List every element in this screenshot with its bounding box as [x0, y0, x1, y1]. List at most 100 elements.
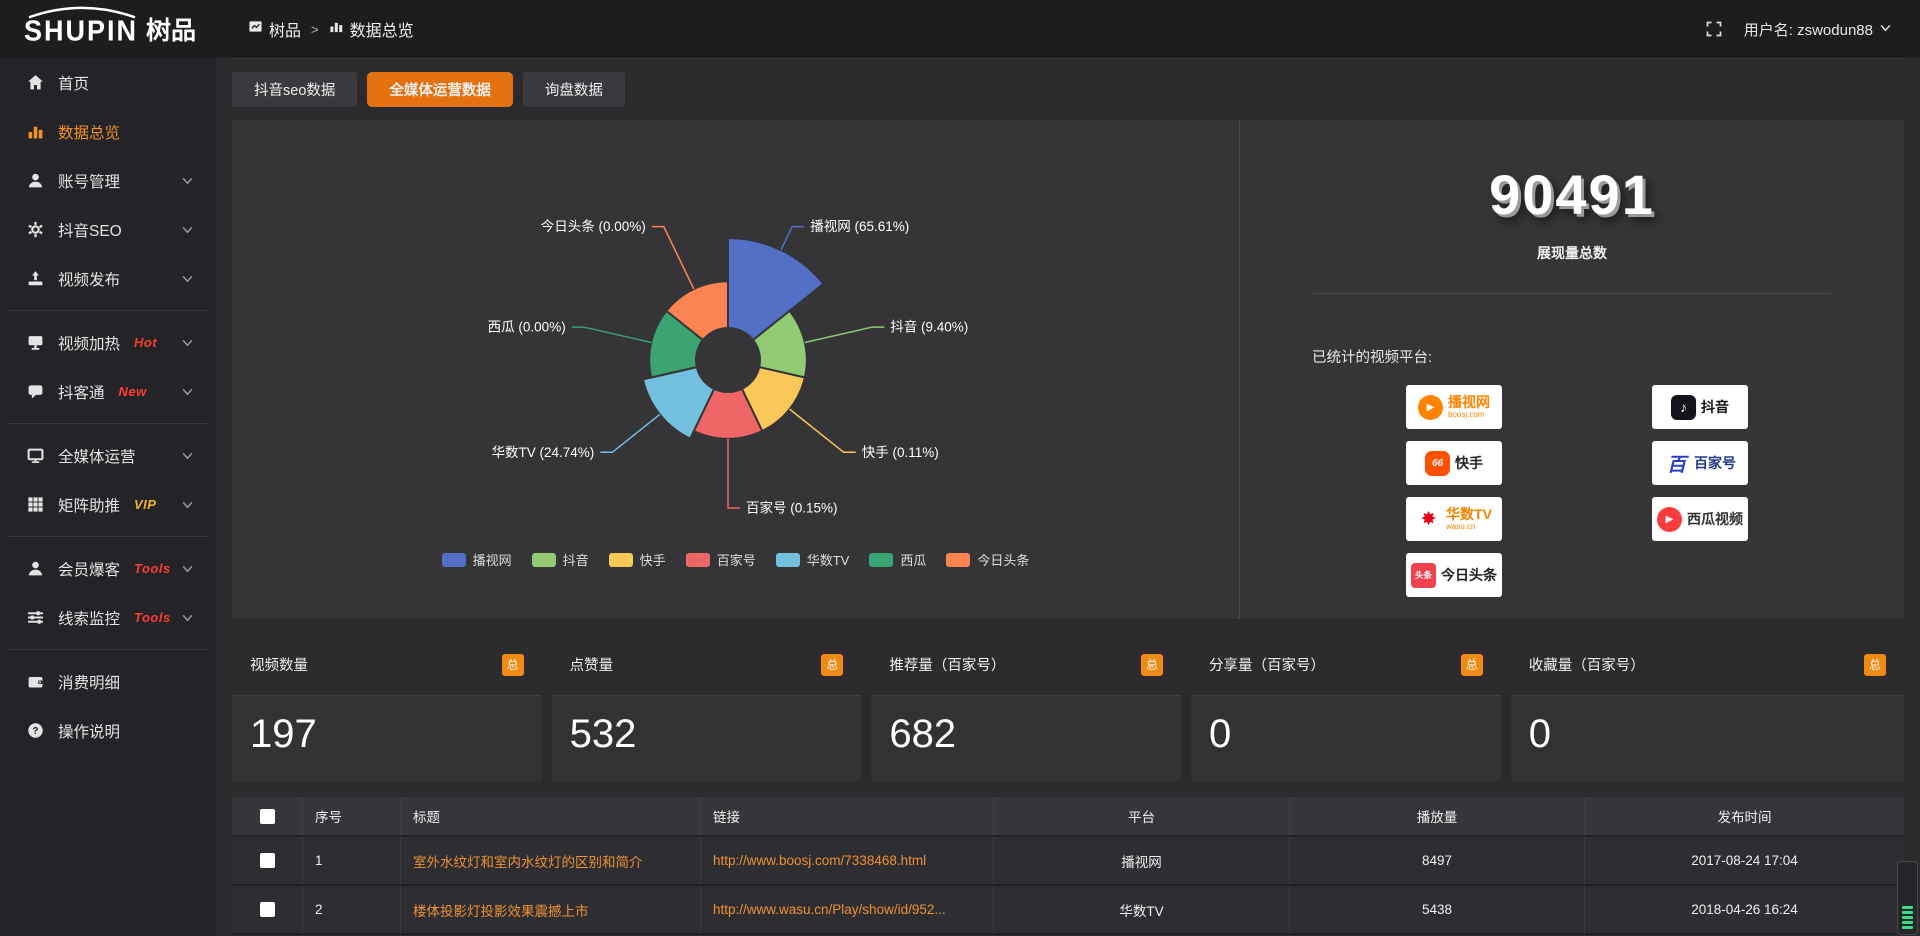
sidebar-item-video-publish[interactable]: 视频发布 [0, 254, 216, 303]
legend-swatch [441, 552, 466, 567]
legend-swatch [775, 552, 800, 567]
pie-label: 今日头条 (0.00%) [540, 218, 645, 234]
user-menu[interactable]: 用户名: zswodun88 [1744, 19, 1892, 40]
toutiao-logo-icon: 头条 [1411, 562, 1436, 588]
svg-text:?: ? [32, 726, 38, 737]
legend-item-今日头条[interactable]: 今日头条 [946, 550, 1029, 569]
pie-sector-抖音[interactable] [751, 309, 808, 379]
sidebar-item-matrix-boost[interactable]: 矩阵助推 VIP [0, 480, 216, 529]
pie-label-line [651, 225, 694, 290]
column-header-3: 链接 [700, 797, 993, 835]
floating-widget[interactable] [1897, 861, 1918, 935]
sidebar-item-account[interactable]: 账号管理 [0, 156, 216, 205]
legend-label: 华数TV [806, 553, 850, 568]
table-row-1: 1 室外水纹灯和室内水纹灯的区别和简介 http://www.boosj.com… [232, 835, 1904, 884]
breadcrumb-item-data-overview[interactable]: 数据总览 [329, 17, 414, 41]
platform-badge-douyin: ♪ 抖音 [1652, 385, 1748, 429]
legend-item-抖音[interactable]: 抖音 [531, 550, 589, 569]
help-icon: ? [26, 722, 44, 740]
total-impressions-label: 展现量总数 [1537, 245, 1607, 261]
total-badge: 总 [1141, 653, 1164, 676]
sidebar-item-badge: VIP [134, 497, 157, 512]
sidebar-item-video-heat[interactable]: 视频加热 Hot [0, 318, 216, 367]
sidebar-item-data-overview[interactable]: 数据总览 [0, 107, 216, 156]
tab-bar: 抖音seo数据 全媒体运营数据 询盘数据 [232, 72, 1904, 107]
platform-badge-xigua: ▶ 西瓜视频 [1652, 497, 1748, 541]
sidebar-item-member[interactable]: 会员爆客 Tools [0, 544, 216, 593]
cell-url-link[interactable]: http://www.wasu.cn/Play/show/id/952... [700, 886, 993, 933]
tab-inquiry-data[interactable]: 询盘数据 [522, 72, 625, 107]
stat-card-value: 197 [250, 712, 317, 756]
pie-sector-今日头条[interactable] [664, 280, 729, 342]
platform-badge-kuaishou: 66 快手 [1406, 441, 1502, 485]
chart-legend: 播视网 抖音 快手 百家号 华数TV 西瓜 今日头条 [441, 550, 1029, 569]
home-icon [26, 74, 44, 92]
column-header-6: 发布时间 [1584, 797, 1904, 835]
legend-label: 抖音 [562, 553, 589, 568]
report-icon [248, 19, 263, 39]
pie-label: 百家号 (0.15%) [746, 500, 838, 516]
sidebar-item-douketong[interactable]: 抖客通 New [0, 367, 216, 416]
cell-url-link[interactable]: http://www.boosj.com/7338468.html [700, 837, 993, 884]
total-impressions-value: 90491 [1489, 163, 1655, 226]
app-logo[interactable]: SHUPIN 树品 [0, 6, 216, 47]
platform-name: 抖音 [1701, 399, 1729, 415]
breadcrumb-item-shupin[interactable]: 树品 [248, 17, 301, 41]
row-checkbox[interactable] [259, 902, 275, 917]
platform-name: 西瓜视频 [1687, 511, 1743, 527]
pie-sector-西瓜[interactable] [647, 309, 704, 379]
sidebar-item-help[interactable]: ? 操作说明 [0, 706, 216, 755]
sidebar-group-divider [8, 310, 208, 311]
sidebar-item-label: 首页 [58, 75, 90, 93]
sidebar-item-home[interactable]: 首页 [0, 58, 216, 107]
legend-swatch [685, 552, 710, 567]
pie-label: 快手 (0.11%) [861, 445, 938, 460]
legend-item-华数TV[interactable]: 华数TV [775, 550, 850, 569]
sidebar-item-clue-monitor[interactable]: 线索监控 Tools [0, 593, 216, 642]
chevron-down-icon [181, 385, 194, 398]
kuaishou-logo-icon: 66 [1425, 450, 1450, 476]
chevron-down-icon [181, 272, 194, 285]
legend-item-西瓜[interactable]: 西瓜 [869, 550, 926, 569]
row-checkbox[interactable] [259, 853, 275, 868]
column-header-2: 标题 [400, 797, 700, 835]
sidebar-item-douyin-seo[interactable]: 抖音SEO [0, 205, 216, 254]
sidebar-item-label: 数据总览 [58, 124, 121, 142]
sidebar-item-label: 矩阵助推 [58, 497, 121, 515]
sidebar-item-consume-detail[interactable]: 消费明细 [0, 657, 216, 706]
videos-table: 序号 标题 链接 平台 播放量 发布时间 1 室外水纹灯和室内水纹灯的区别和简介 http… [232, 797, 1904, 936]
stat-card-0: 视频数量 总 197 [232, 634, 542, 782]
sliders-icon [26, 609, 44, 627]
stat-card-4: 收藏量（百家号） 总 0 [1510, 634, 1904, 782]
cell-plays: 5438 [1289, 886, 1584, 933]
column-header-4: 平台 [993, 797, 1289, 835]
legend-label: 百家号 [716, 553, 756, 568]
fullscreen-icon[interactable] [1706, 21, 1722, 37]
select-all-checkbox[interactable] [259, 808, 275, 824]
bar-chart-icon [329, 19, 344, 39]
legend-item-百家号[interactable]: 百家号 [685, 550, 756, 569]
user-icon [26, 172, 44, 190]
chart-icon [26, 123, 44, 141]
summary-panel: 90491 展现量总数 已统计的视频平台: ▶ 播视网 boosj.com ♪ … [1240, 120, 1904, 619]
platform-name: 今日头条 [1441, 567, 1497, 583]
sidebar-item-media-ops[interactable]: 全媒体运营 [0, 431, 216, 480]
tab-media-ops-data[interactable]: 全媒体运营数据 [367, 72, 513, 107]
platform-badge-boosj: ▶ 播视网 boosj.com [1406, 385, 1502, 429]
cell-title-link[interactable]: 楼体投影灯投影效果震撼上市 [400, 886, 700, 933]
chevron-down-icon [181, 562, 194, 575]
breadcrumb-label: 数据总览 [349, 23, 414, 40]
platform-badge-wasu: ✸ 华数TV wasu.cn [1406, 497, 1502, 541]
legend-label: 西瓜 [900, 553, 927, 568]
sidebar-item-label: 线索监控 [58, 610, 121, 628]
pie-sector-华数TV[interactable] [641, 365, 715, 440]
sidebar-item-label: 抖音SEO [58, 222, 122, 240]
pie-sector-快手[interactable] [740, 365, 806, 433]
cell-title-link[interactable]: 室外水纹灯和室内水纹灯的区别和简介 [400, 837, 700, 884]
tab-douyin-seo-data[interactable]: 抖音seo数据 [232, 72, 358, 107]
legend-item-快手[interactable]: 快手 [608, 550, 666, 569]
legend-item-播视网[interactable]: 播视网 [441, 550, 512, 569]
pie-sector-百家号[interactable] [691, 387, 764, 440]
pie-sector-播视网[interactable] [726, 236, 825, 342]
cell-platform: 播视网 [993, 837, 1289, 884]
